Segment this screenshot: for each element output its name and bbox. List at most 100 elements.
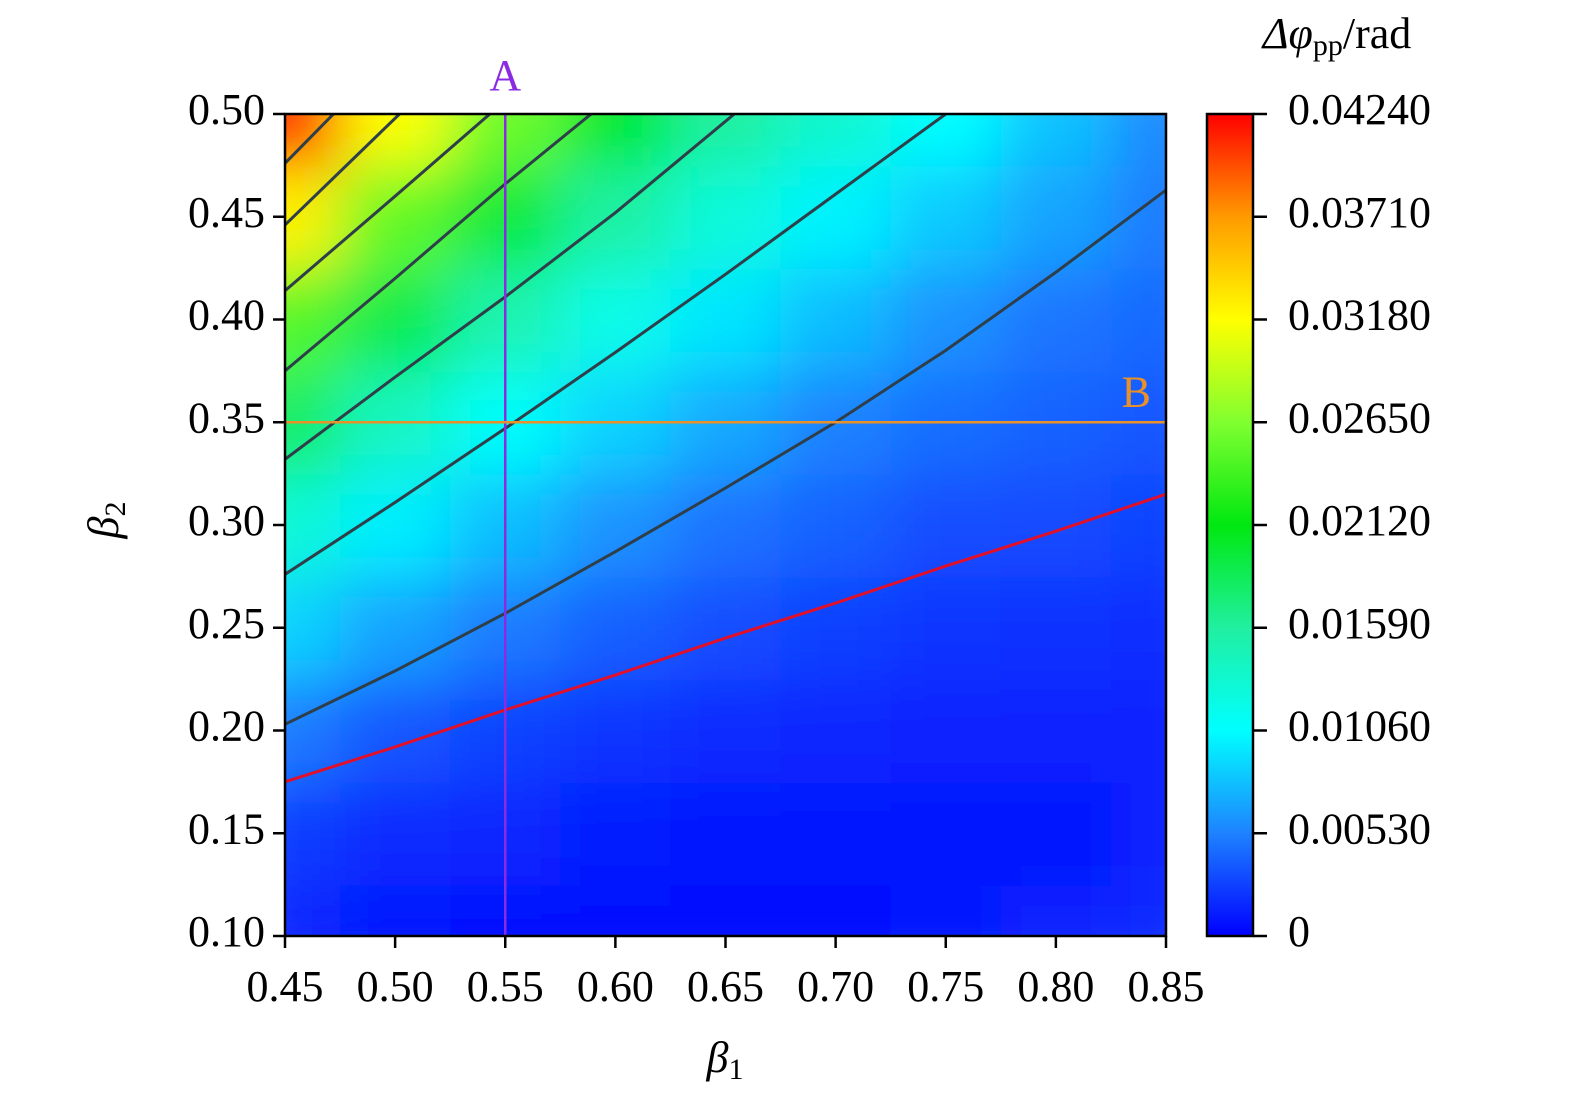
heatmap-cell: [560, 268, 672, 372]
heatmap-cell: [670, 884, 782, 936]
heatmap-cell: [1110, 165, 1166, 270]
contour-line: [285, 114, 491, 292]
heatmap-cell: [285, 781, 342, 886]
heatmap-cell: [560, 884, 672, 936]
heatmap-cell: [560, 576, 672, 681]
heatmap-cell: [1000, 781, 1112, 886]
heatmap-cell: [285, 473, 342, 578]
heatmap-cell: [780, 165, 892, 270]
heatmap-cell: [1110, 679, 1166, 783]
heatmap-cell: [340, 165, 452, 270]
heatmap-cell: [780, 781, 892, 886]
heatmap-cell: [1000, 576, 1112, 681]
heatmap-cell: [285, 576, 342, 681]
contour-line: [285, 114, 947, 576]
title-unit: /rad: [1343, 9, 1411, 58]
x-tick-label: 0.75: [907, 962, 984, 1011]
heatmap-cell: [890, 473, 1002, 578]
heatmap-cell: [670, 473, 782, 578]
x-label-symbol: β: [706, 1033, 729, 1082]
heatmap-cell: [340, 884, 452, 936]
y-tick-label: 0.10: [188, 907, 265, 956]
heatmap-cell: [890, 781, 1002, 886]
y-label-sub: 2: [99, 502, 132, 517]
heatmap-cell: [780, 114, 892, 167]
colorbar: [1205, 112, 1255, 938]
x-label-sub: 1: [728, 1053, 743, 1086]
heatmap-cell: [780, 884, 892, 936]
contour-line: [285, 114, 401, 227]
heatmap-cell: [1110, 781, 1166, 886]
heatmap-cell: [340, 781, 452, 886]
heatmap-cell: [1110, 576, 1166, 681]
colorbar-tick-label: 0.02120: [1288, 496, 1431, 545]
colorbar-tick-label: 0.03710: [1288, 188, 1431, 237]
heatmap-cell: [780, 268, 892, 372]
heatmap-cell: [1000, 679, 1112, 783]
heatmap-cell: [560, 781, 672, 886]
heatmap-cell: [1000, 165, 1112, 270]
heatmap-cell: [1110, 884, 1166, 936]
marker-label: A: [489, 51, 521, 100]
x-tick-label: 0.55: [467, 962, 544, 1011]
title-main: Δφ: [1261, 9, 1313, 58]
colorbar-tick-label: 0.04240: [1288, 85, 1431, 134]
heatmap-cell: [670, 781, 782, 886]
colorbar-tick-label: 0.02650: [1288, 393, 1431, 442]
y-axis-label: β2: [79, 502, 132, 540]
heatmap-cell: [670, 165, 782, 270]
heatmap-cell: [560, 473, 672, 578]
heatmap-cell: [1000, 114, 1112, 167]
heatmap-cell: [890, 884, 1002, 936]
x-tick-label: 0.45: [247, 962, 324, 1011]
heatmap-cell: [285, 268, 342, 372]
heatmap-cell: [670, 576, 782, 681]
marker-label: B: [1122, 367, 1151, 416]
heatmap-cell: [890, 679, 1002, 783]
heatmap-cell: [340, 679, 452, 783]
contour-line: [285, 114, 593, 373]
heatmap-cell: [285, 114, 342, 167]
x-tick-label: 0.80: [1017, 962, 1094, 1011]
y-tick-label: 0.50: [188, 85, 265, 134]
title-sub: pp: [1313, 29, 1343, 62]
heatmap-cell: [1110, 473, 1166, 578]
y-tick-label: 0.15: [188, 804, 265, 853]
heatmap-cell: [670, 679, 782, 783]
y-tick-label: 0.20: [188, 702, 265, 751]
heatmap-cell: [1110, 114, 1166, 167]
x-tick-label: 0.65: [687, 962, 764, 1011]
heatmap-cell: [1000, 884, 1112, 936]
heatmap-cell: [340, 473, 452, 578]
heatmap-cell: [340, 268, 452, 372]
colorbar-tick-label: 0.01590: [1288, 599, 1431, 648]
heatmap-cell: [890, 268, 1002, 372]
heatmap-cell: [1000, 473, 1112, 578]
colorbar-tick-label: 0.03180: [1288, 291, 1431, 340]
colorbar-tick-label: 0.00530: [1288, 804, 1431, 853]
heatmap-cell: [670, 268, 782, 372]
heatmap-cell: [1110, 268, 1166, 372]
heatmap-cell: [890, 576, 1002, 681]
overlay: A B 0.45 0.50 0.55 0.60 0.65 0.70 0.75 0.80 0.85 0.…: [79, 9, 1431, 1086]
heatmap-cell: [780, 473, 892, 578]
heatmap-cell: [780, 679, 892, 783]
y-tick-label: 0.30: [188, 496, 265, 545]
heatmap-cell: [285, 884, 342, 936]
y-tick-label: 0.40: [188, 291, 265, 340]
heatmap-cell: [560, 679, 672, 783]
contour-line: [285, 492, 1166, 784]
x-tick-label: 0.85: [1128, 962, 1205, 1011]
heatmap-cell: [340, 576, 452, 681]
contour-lines: [285, 114, 1166, 784]
y-tick-label: 0.25: [188, 599, 265, 648]
contour-line: [285, 114, 335, 165]
colorbar-tick-label: 0: [1288, 907, 1310, 956]
x-tick-label: 0.70: [797, 962, 874, 1011]
x-axis-label: β1: [706, 1033, 744, 1086]
heatmap-cell: [780, 576, 892, 681]
y-tick-label: 0.45: [188, 188, 265, 237]
contour-line: [285, 188, 1166, 726]
x-tick-label: 0.50: [357, 962, 434, 1011]
